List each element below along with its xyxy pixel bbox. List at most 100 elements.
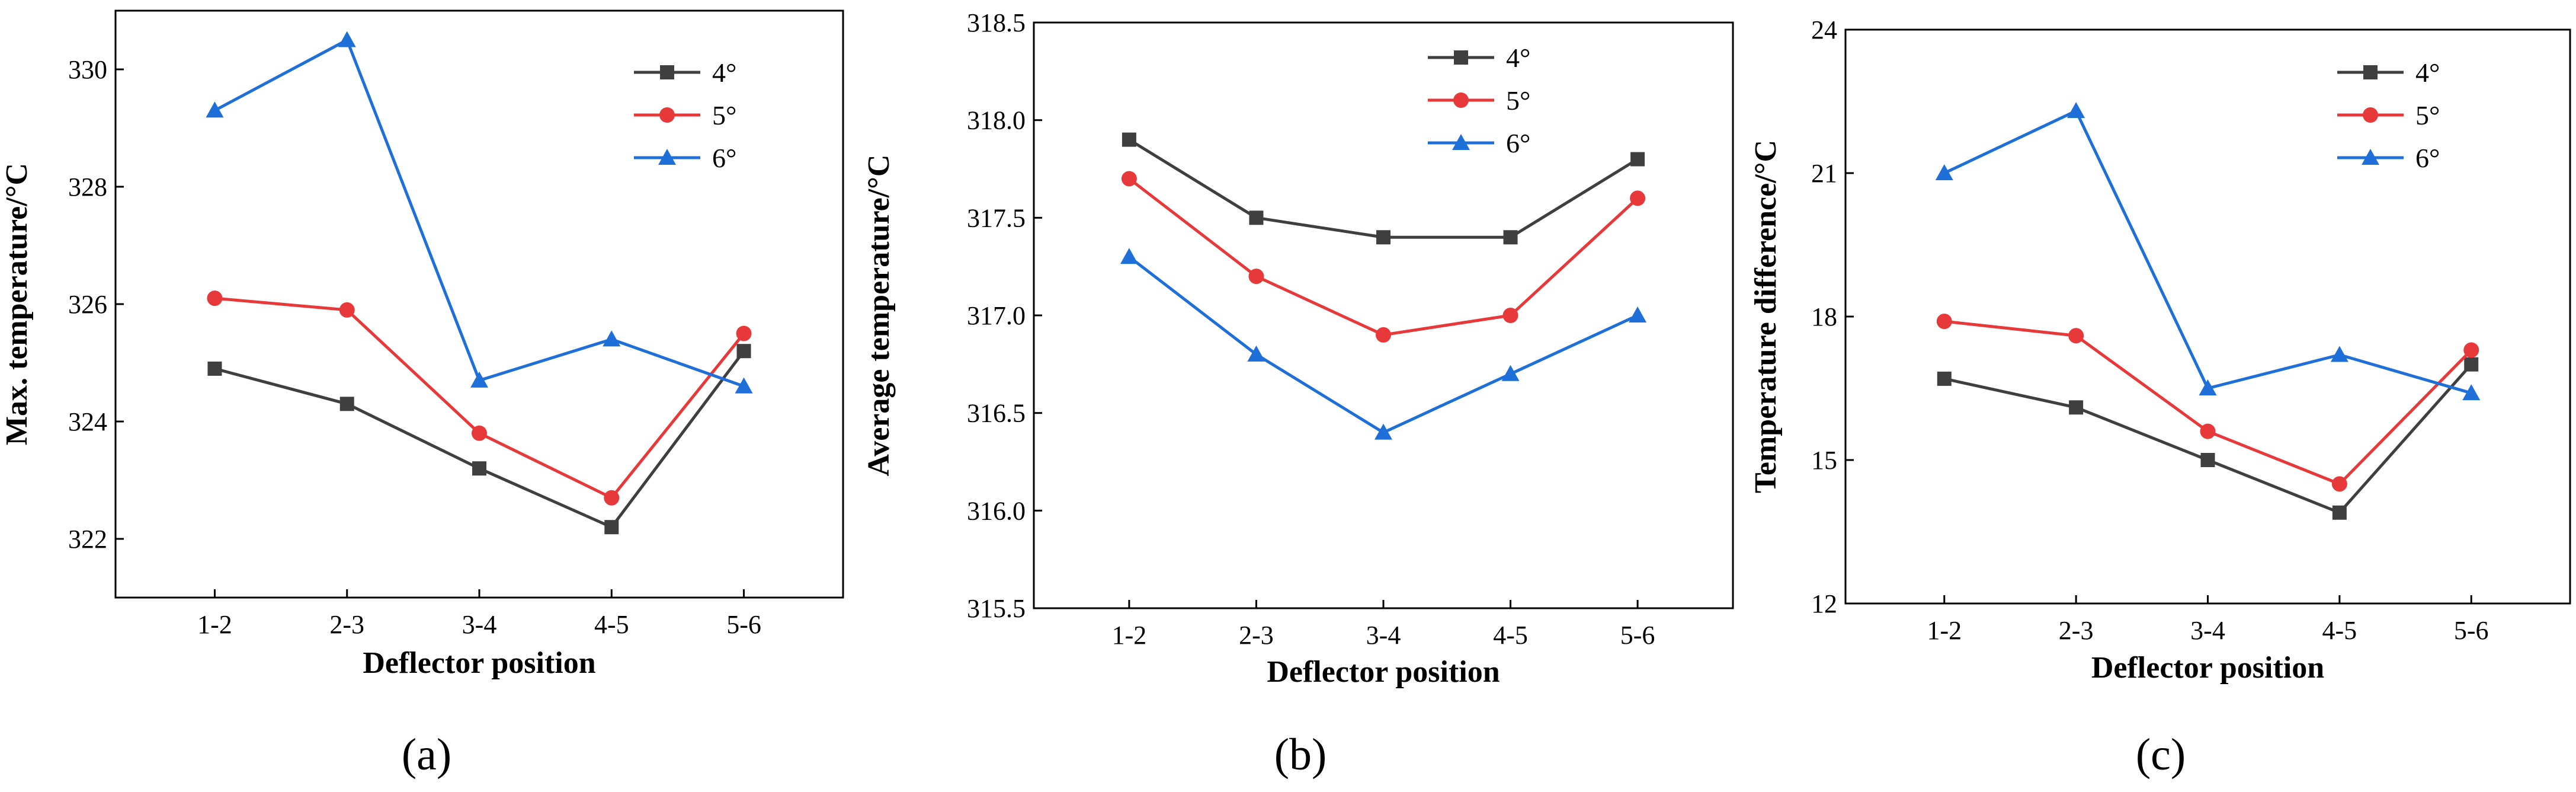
- series-line: [214, 39, 745, 388]
- data-point: [2200, 423, 2216, 439]
- panel-label: (b): [1274, 730, 1327, 780]
- legend-label: 4°: [2415, 58, 2440, 88]
- data-point: [207, 290, 223, 306]
- series-0: [1122, 132, 1645, 245]
- y-tick-label: 330: [68, 55, 107, 84]
- series-1: [1936, 314, 2479, 492]
- x-tick-label: 2-3: [2059, 616, 2094, 645]
- legend-label: 4°: [1506, 43, 1530, 73]
- y-tick-label: 12: [1811, 589, 1837, 618]
- y-tick-label: 21: [1811, 159, 1837, 188]
- data-point: [2330, 346, 2348, 362]
- data-point: [603, 330, 621, 347]
- data-point: [206, 101, 224, 118]
- data-point: [2068, 328, 2084, 344]
- x-tick-label: 4-5: [2322, 616, 2357, 645]
- data-point: [735, 377, 753, 394]
- y-tick-label: 316.5: [967, 399, 1026, 428]
- y-tick-label: 318.5: [967, 8, 1026, 37]
- data-point: [604, 520, 619, 535]
- chart-panel-a: 322 324 326 328 330 1-2 2-3 3-4 4-5 5-6 Deflector …: [0, 9, 844, 680]
- x-tick-label: 3-4: [1366, 621, 1401, 650]
- legend-label: 6°: [712, 143, 736, 173]
- series-2: [1120, 248, 1647, 440]
- data-point: [1247, 345, 1265, 362]
- x-tick-label: 3-4: [462, 610, 497, 639]
- legend: 4° 5° 6°: [634, 58, 736, 173]
- data-point: [1936, 314, 1952, 330]
- data-point: [1937, 371, 1952, 386]
- legend-marker: [660, 65, 674, 79]
- series-0: [207, 344, 751, 535]
- series-line: [1943, 109, 2472, 395]
- data-point: [2464, 357, 2479, 372]
- panel-label: (a): [402, 730, 451, 780]
- series-2: [1935, 102, 2481, 401]
- y-axis-title: Temperature difference/°C: [1749, 140, 1783, 493]
- legend-marker: [2363, 65, 2378, 79]
- y-tick-label: 18: [1811, 302, 1837, 331]
- data-point: [604, 490, 620, 506]
- data-point: [338, 31, 356, 47]
- x-axis-title: Deflector position: [363, 646, 595, 680]
- legend-marker: [2363, 107, 2378, 123]
- legend-label: 6°: [1506, 128, 1530, 158]
- data-point: [2200, 453, 2215, 467]
- x-tick-label: 1-2: [1927, 616, 1962, 645]
- y-tick-label: 24: [1811, 15, 1837, 44]
- legend-marker: [658, 149, 676, 165]
- data-point: [1503, 230, 1518, 245]
- data-point: [1629, 306, 1647, 322]
- data-point: [2067, 102, 2085, 119]
- data-point: [2199, 379, 2217, 395]
- y-tick-label: 317.5: [967, 203, 1026, 232]
- data-point: [1120, 248, 1138, 264]
- y-tick-label: 315.5: [967, 594, 1026, 623]
- series-line: [1128, 256, 1639, 435]
- legend-marker: [1454, 50, 1468, 65]
- data-point: [1248, 269, 1264, 285]
- data-point: [339, 397, 354, 411]
- series-2: [206, 31, 753, 394]
- y-axis-title: Max. temperature/°C: [0, 163, 34, 445]
- x-tick-label: 5-6: [726, 610, 761, 639]
- x-axis-title: Deflector position: [1267, 655, 1500, 689]
- legend-marker: [659, 107, 675, 123]
- data-point: [1501, 365, 1520, 381]
- y-axis-title: Average temperature/°C: [862, 155, 896, 477]
- chart-panel-c: 12 15 18 21 24 1-2 2-3 3-4 4-5 5-6 Deflector posit…: [1749, 15, 2571, 685]
- data-point: [1502, 308, 1518, 323]
- y-tick-label: 318.0: [967, 106, 1026, 135]
- data-point: [1374, 423, 1392, 440]
- data-point: [1121, 171, 1137, 187]
- data-point: [2069, 400, 2084, 415]
- series-line: [1128, 138, 1639, 239]
- data-point: [207, 361, 222, 376]
- y-tick-label: 328: [68, 173, 107, 202]
- x-tick-label: 1-2: [1112, 621, 1147, 650]
- data-point: [1630, 190, 1646, 206]
- y-tick-label: 15: [1811, 446, 1837, 475]
- series-0: [1937, 357, 2479, 520]
- data-point: [1376, 327, 1391, 343]
- data-point: [2332, 505, 2347, 520]
- data-point: [1935, 164, 1953, 180]
- legend-label: 5°: [712, 100, 736, 130]
- plot-frame: [114, 9, 844, 599]
- panel-label: (c): [2136, 730, 2186, 780]
- y-tick-label: 316.0: [967, 496, 1026, 525]
- series-line: [1128, 177, 1639, 337]
- data-point: [472, 461, 486, 476]
- y-tick-label: 317.0: [967, 301, 1026, 330]
- x-tick-label: 4-5: [1493, 621, 1528, 650]
- legend-marker: [1453, 92, 1469, 108]
- x-tick-label: 3-4: [2190, 616, 2225, 645]
- data-point: [736, 325, 752, 341]
- legend-marker: [2362, 149, 2379, 165]
- x-axis-title: Deflector position: [2091, 651, 2324, 685]
- data-point: [2463, 342, 2479, 358]
- plot-frame: [1033, 21, 1734, 609]
- data-point: [1122, 132, 1136, 147]
- data-point: [472, 425, 487, 441]
